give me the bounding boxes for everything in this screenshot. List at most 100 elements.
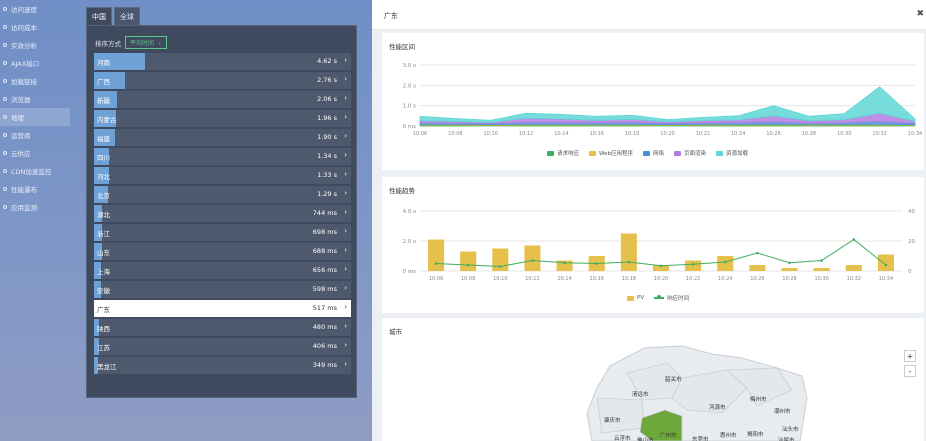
legend-item[interactable]: 请求响应 — [547, 149, 579, 157]
line-point[interactable] — [723, 260, 727, 264]
bar[interactable] — [652, 265, 670, 271]
ranking-row[interactable]: 福建 1.90 s › — [94, 129, 351, 146]
ranking-row[interactable]: 上海 656 ms › — [94, 262, 351, 279]
ranking-region-name: 内蒙古 — [97, 116, 117, 124]
y2-tick-label: 20 — [908, 239, 915, 245]
chevron-right-icon: › — [344, 227, 347, 235]
nav-item[interactable]: 实效分析 — [0, 36, 70, 54]
bar[interactable] — [428, 239, 445, 272]
ranking-row[interactable]: 河南 4.62 s › — [94, 53, 351, 70]
bar[interactable] — [685, 260, 702, 272]
chevron-right-icon: › — [344, 208, 347, 216]
nav-item[interactable]: 性能瀑布 — [0, 180, 70, 198]
nav-dot-icon — [3, 151, 7, 155]
map-city-label: 云浮市 — [614, 436, 631, 441]
nav-item[interactable]: 应用监测 — [0, 198, 70, 216]
tab-china[interactable]: 中国 — [86, 7, 112, 25]
line-point[interactable] — [691, 262, 695, 266]
nav-item[interactable]: 云供应 — [0, 144, 70, 162]
line-point[interactable] — [852, 238, 856, 241]
line-point[interactable] — [563, 261, 566, 265]
close-icon[interactable]: ✖ — [916, 9, 924, 19]
ranking-row[interactable]: 新疆 2.06 s › — [94, 91, 351, 108]
line-point[interactable] — [820, 259, 823, 262]
ranking-row[interactable]: 山东 688 ms › — [94, 243, 351, 260]
line-point[interactable] — [788, 261, 791, 265]
chevron-right-icon: › — [344, 189, 347, 197]
legend-label: 资源加载 — [726, 151, 749, 157]
ranking-row[interactable]: 湖北 744 ms › — [94, 205, 351, 222]
chevron-down-icon: ⌄ — [157, 39, 163, 46]
legend-label: PV — [637, 295, 645, 301]
ranking-row[interactable]: 浙江 698 ms › — [94, 224, 351, 241]
x-tick-label: 10:34 — [879, 276, 893, 282]
ranking-row[interactable]: 陕西 480 ms › — [94, 319, 351, 336]
ranking-row[interactable]: 江苏 406 ms › — [94, 338, 351, 355]
bar[interactable] — [845, 265, 862, 271]
bar[interactable] — [556, 260, 573, 272]
nav-item[interactable]: 访问成本 — [0, 18, 70, 36]
legend-item[interactable]: Web应用程序 — [589, 149, 633, 157]
area-series — [419, 86, 916, 123]
ranking-value: 1.29 s — [317, 190, 337, 198]
ranking-value: 1.34 s — [317, 152, 337, 160]
nav-item[interactable]: CDN加速监控 — [0, 162, 70, 180]
ranking-bar-fill — [94, 224, 102, 241]
line-point[interactable] — [434, 262, 438, 265]
ranking-value: 1.90 s — [317, 133, 337, 141]
bar-legend: PV 响应时间 — [627, 294, 689, 302]
bar[interactable] — [460, 251, 477, 272]
line-point[interactable] — [627, 260, 631, 264]
bar[interactable] — [524, 245, 541, 272]
bar[interactable] — [717, 256, 734, 271]
nav-item[interactable]: 浏览器 — [0, 90, 70, 108]
bar[interactable] — [781, 268, 798, 271]
ranking-bar-fill — [94, 281, 101, 298]
ranking-row[interactable]: 四川 1.34 s › — [94, 148, 351, 165]
map-city-label: 汕头市 — [782, 427, 799, 433]
nav-item[interactable]: 加载链接 — [0, 72, 70, 90]
nav-item-label: 地理 — [11, 114, 24, 122]
bar[interactable] — [620, 233, 637, 272]
line-point[interactable] — [884, 263, 888, 267]
line-point[interactable] — [756, 251, 759, 255]
legend-item[interactable]: 资源加载 — [716, 149, 748, 157]
province-map[interactable] — [382, 318, 924, 441]
x-tick-label: 10:06 — [413, 131, 427, 137]
nav-item[interactable]: 地理 — [0, 108, 70, 126]
ranking-row[interactable]: 河北 1.33 s › — [94, 167, 351, 184]
line-point[interactable] — [466, 263, 470, 267]
ranking-row[interactable]: 广东 517 ms › — [94, 300, 351, 317]
legend-item[interactable]: PV — [627, 295, 644, 301]
x-tick-label: 10:18 — [625, 131, 639, 137]
ranking-row[interactable]: 内蒙古 1.96 s › — [94, 110, 351, 127]
ranking-value: 1.33 s — [317, 171, 337, 179]
line-point[interactable] — [595, 262, 599, 265]
legend-item[interactable]: 页面渲染 — [674, 149, 706, 157]
legend-item[interactable]: 网络 — [643, 149, 664, 157]
ranking-region-name: 黑龙江 — [97, 363, 117, 371]
line-point[interactable] — [531, 259, 534, 262]
zoom-out-button[interactable]: - — [904, 365, 916, 377]
legend-swatch — [716, 150, 724, 156]
ranking-row[interactable]: 北京 1.29 s › — [94, 186, 351, 203]
ranking-row[interactable]: 安徽 598 ms › — [94, 281, 351, 298]
nav-item[interactable]: 运营商 — [0, 126, 70, 144]
legend-item[interactable]: 响应时间 — [654, 294, 689, 302]
sort-select[interactable]: 平均时间 ⌄ — [125, 36, 168, 49]
bar[interactable] — [877, 254, 894, 272]
nav-item-label: AJAX接口 — [11, 60, 40, 68]
ranking-row[interactable]: 广西 2.76 s › — [94, 72, 351, 89]
zoom-in-button[interactable]: + — [904, 350, 916, 362]
ranking-row[interactable]: 黑龙江 349 ms › — [94, 357, 351, 374]
line-point[interactable] — [499, 265, 502, 268]
y-tick-label: 0 ms — [403, 269, 417, 275]
nav-item[interactable]: 访问速度 — [0, 0, 70, 18]
line-point[interactable] — [659, 264, 663, 268]
nav-item[interactable]: AJAX接口 — [0, 54, 70, 72]
bar[interactable] — [749, 265, 766, 271]
map-city-label: 清远市 — [632, 392, 649, 398]
ranking-bar-fill — [94, 53, 146, 70]
tab-global[interactable]: 全球 — [114, 7, 140, 25]
bar[interactable] — [813, 268, 830, 271]
